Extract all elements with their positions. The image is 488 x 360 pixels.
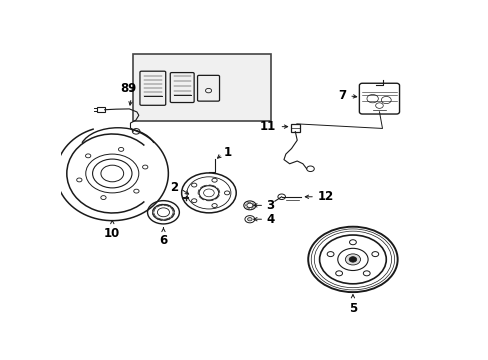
Text: 6: 6 xyxy=(159,234,167,247)
Bar xyxy=(97,107,104,112)
Bar xyxy=(133,54,271,121)
Bar xyxy=(290,124,299,132)
Text: 7: 7 xyxy=(338,89,346,102)
Text: 8: 8 xyxy=(120,82,128,95)
Text: 11: 11 xyxy=(260,120,276,133)
Circle shape xyxy=(247,217,252,221)
Circle shape xyxy=(345,254,360,265)
Text: 3: 3 xyxy=(266,199,274,212)
Text: 12: 12 xyxy=(317,190,333,203)
Text: 4: 4 xyxy=(266,213,274,226)
Text: 2: 2 xyxy=(169,181,178,194)
Circle shape xyxy=(348,257,356,262)
Text: 9: 9 xyxy=(127,82,135,95)
Text: 1: 1 xyxy=(224,146,232,159)
Text: 10: 10 xyxy=(104,227,120,240)
Text: 5: 5 xyxy=(348,302,356,315)
